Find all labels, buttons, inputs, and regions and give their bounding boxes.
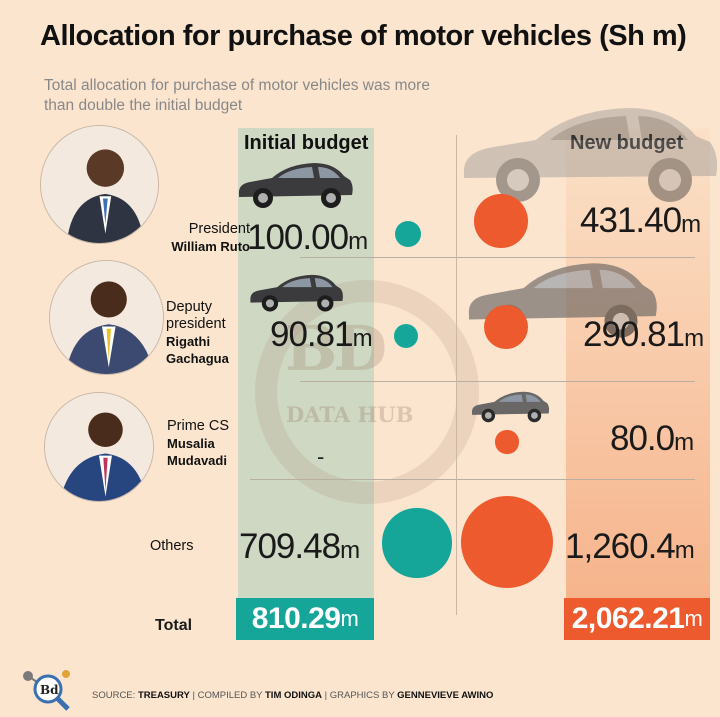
value-unit: m xyxy=(348,228,368,255)
value-number: 431.40 xyxy=(580,201,682,240)
car-icon xyxy=(238,163,353,208)
row-role: Prime CS xyxy=(167,418,230,434)
total-label: Total xyxy=(155,617,193,634)
value-number: 1,260.4 xyxy=(565,527,676,566)
deputy-new-value: 290.81m xyxy=(583,315,704,355)
value-number: 290.81 xyxy=(583,315,685,354)
car-icon xyxy=(250,274,343,312)
row-role: President xyxy=(188,221,250,237)
bubble-initial-others xyxy=(382,508,452,578)
row-divider xyxy=(300,381,695,382)
footer-credits: SOURCE: TREASURY | COMPILED BY TIM ODING… xyxy=(92,690,493,701)
bubble-initial-president xyxy=(395,221,421,247)
row-role: Deputy president xyxy=(166,299,226,332)
prime-cs-photo-avatar xyxy=(44,392,154,502)
row-person-name: Musalia Mudavadi xyxy=(167,436,227,468)
total-initial-box: 810.29 m xyxy=(236,598,374,640)
total-unit: m xyxy=(684,606,703,631)
row-divider xyxy=(250,479,695,480)
chart-subtitle: Total allocation for purchase of motor v… xyxy=(44,77,430,114)
new-budget-column-bg xyxy=(566,128,710,598)
president-initial-value: 100.00m xyxy=(247,218,368,258)
footer-source-prefix: SOURCE: xyxy=(92,690,138,701)
row-deputy-label: Deputy president Rigathi Gachagua xyxy=(166,299,246,367)
initial-budget-header: Initial budget xyxy=(244,132,369,154)
president-new-value: 431.40m xyxy=(580,201,701,241)
bubble-new-others xyxy=(461,496,553,588)
prime-cs-initial-value: - xyxy=(317,444,325,469)
watermark-subtext: DATA HUB xyxy=(286,402,414,427)
footer-source: TREASURY xyxy=(137,690,190,701)
footer-compiled: TIM ODINGA xyxy=(265,690,322,701)
total-unit: m xyxy=(340,606,359,631)
value-number: 80.0 xyxy=(610,419,675,458)
footer-graphics-prefix: | GRAPHICS BY xyxy=(322,690,398,701)
row-person-name: Rigathi Gachagua xyxy=(166,334,229,366)
others-initial-value: 709.48m xyxy=(239,527,360,567)
bubble-new-prime-cs xyxy=(495,430,519,454)
car-small-icon xyxy=(471,391,550,423)
row-prime-cs-label: Prime CS Musalia Mudavadi xyxy=(167,418,237,469)
row-president-label: President William Ruto xyxy=(155,221,250,256)
value-unit: m xyxy=(340,537,360,564)
bubble-initial-deputy xyxy=(393,323,419,349)
value-unit: m xyxy=(674,429,694,456)
value-number: 90.81 xyxy=(270,315,354,354)
president-photo-avatar xyxy=(40,125,159,244)
bd-data-hub-logo: Bd xyxy=(23,670,70,711)
car-large-icon xyxy=(463,108,718,202)
footer-graphics: GENNEVIEVE AWINO xyxy=(397,690,494,701)
deputy-initial-value: 90.81m xyxy=(270,315,373,355)
watermark-logo: BD xyxy=(285,312,387,385)
total-new-box: 2,062.21 m xyxy=(564,598,710,640)
total-new-value: 2,062.21 xyxy=(571,602,685,635)
total-initial-value: 810.29 xyxy=(251,602,341,635)
bubble-new-president xyxy=(474,194,528,248)
value-unit: m xyxy=(681,211,701,238)
row-person-name: William Ruto xyxy=(171,239,250,254)
value-unit: m xyxy=(674,537,695,564)
value-unit: m xyxy=(684,325,704,352)
row-others-label: Others xyxy=(150,538,194,554)
chart-title: Allocation for purchase of motor vehicle… xyxy=(40,20,687,52)
value-number: 100.00 xyxy=(247,218,349,257)
logo-text: Bd xyxy=(40,683,59,697)
value-unit: m xyxy=(352,325,373,352)
row-divider xyxy=(300,257,695,258)
prime-cs-new-value: 80.0m xyxy=(610,419,694,459)
others-new-value: 1,260.4m xyxy=(565,527,695,567)
bubble-new-deputy xyxy=(483,304,529,350)
footer-compiled-prefix: | COMPILED BY xyxy=(189,690,265,701)
value-number: 709.48 xyxy=(239,527,341,566)
new-budget-header: New budget xyxy=(570,132,683,155)
column-divider xyxy=(456,135,457,615)
deputy-president-photo-avatar xyxy=(49,260,164,375)
